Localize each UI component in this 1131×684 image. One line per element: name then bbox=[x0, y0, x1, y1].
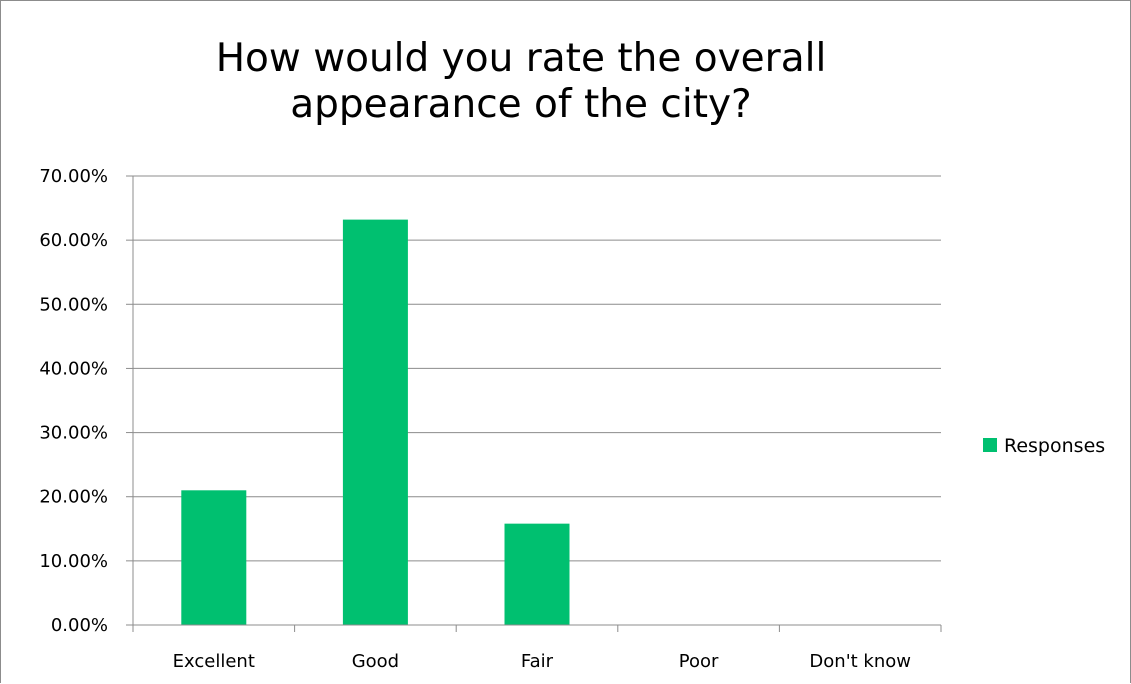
chart-title: How would you rate the overall appearanc… bbox=[121, 36, 921, 128]
y-tick-label: 10.00% bbox=[39, 551, 108, 572]
x-tick-label: Don't know bbox=[809, 651, 911, 672]
x-tick-label: Poor bbox=[679, 651, 719, 672]
y-tick-label: 50.00% bbox=[39, 294, 108, 315]
bar-fair bbox=[504, 523, 570, 625]
legend-label: Responses bbox=[1004, 435, 1105, 457]
y-tick-label: 60.00% bbox=[39, 230, 108, 251]
bar-good bbox=[342, 219, 408, 626]
bar-excellent bbox=[181, 490, 247, 625]
x-tick-label: Excellent bbox=[173, 651, 255, 672]
chart-title-line-1: How would you rate the overall bbox=[215, 36, 827, 81]
x-tick-label: Good bbox=[352, 651, 399, 672]
y-tick-label: 0.00% bbox=[51, 615, 108, 636]
y-tick-label: 40.00% bbox=[39, 358, 108, 379]
y-tick-label: 70.00% bbox=[39, 166, 108, 187]
y-tick-label: 30.00% bbox=[39, 423, 108, 444]
chart-title-line-2: appearance of the city? bbox=[290, 82, 752, 127]
y-tick-label: 20.00% bbox=[39, 487, 108, 508]
x-tick-label: Fair bbox=[521, 651, 554, 672]
legend-swatch bbox=[983, 438, 997, 452]
